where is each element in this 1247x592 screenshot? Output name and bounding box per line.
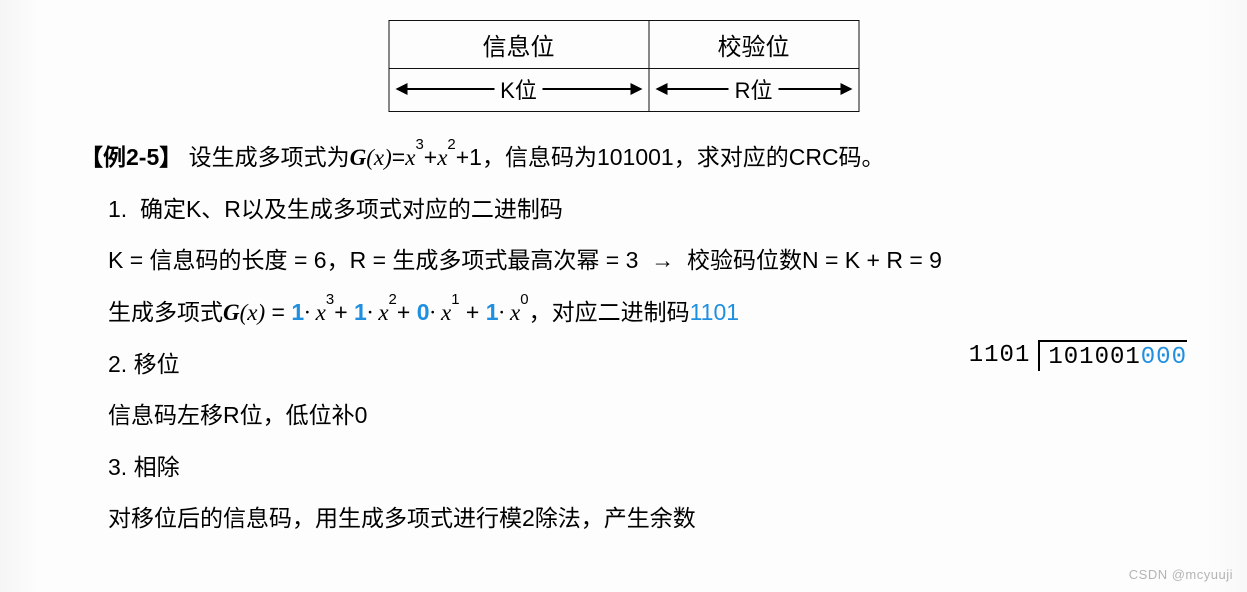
g-plus1: + — [424, 144, 437, 170]
step1-title-line: 1. 确定K、R以及生成多项式对应的二进制码 — [80, 192, 1187, 228]
poly-s2: 2 — [389, 291, 397, 308]
arrow-head-right-icon — [630, 83, 642, 95]
arrow-line — [407, 88, 494, 90]
fade-left — [0, 0, 40, 592]
g-arg: (x) — [366, 145, 392, 170]
arrow-right-icon: → — [651, 247, 674, 273]
example-text-prefix: 设生成多项式为 — [189, 144, 350, 170]
dividend-main: 101001 — [1048, 344, 1140, 371]
g-sup1: 3 — [415, 136, 423, 153]
fade-right — [1207, 0, 1247, 592]
g-equals: = — [392, 144, 405, 170]
table-header-row: 信息位 校验位 — [389, 21, 859, 69]
table-arrow-row: K位 R位 — [389, 69, 859, 112]
step1-calc-line: K = 信息码的长度 = 6，R = 生成多项式最高次幂 = 3 → 校验码位数… — [80, 243, 1187, 279]
arrow-head-left-icon — [395, 83, 407, 95]
n-value: 9 — [929, 247, 942, 273]
arrow-head-right-icon — [840, 83, 852, 95]
step2-title: 移位 — [134, 351, 180, 377]
poly-s0: 0 — [520, 291, 528, 308]
dividend-box: 101001000 — [1038, 340, 1187, 371]
r-value: 3 — [626, 247, 639, 273]
dividend-padding: 000 — [1141, 344, 1187, 371]
coef0: 1 — [486, 299, 499, 325]
step2-num: 2. — [108, 351, 127, 377]
poly-p3: + — [460, 299, 486, 325]
step3-num: 3. — [108, 454, 127, 480]
page-root: 信息位 校验位 K位 R位 — [0, 0, 1247, 592]
step1-calc-mid1: ，R = 生成多项式最高次幂 = — [327, 247, 626, 273]
coef3: 1 — [291, 299, 304, 325]
g-sup2: 2 — [447, 136, 455, 153]
g-term1: x — [405, 145, 415, 170]
poly-p1: + — [334, 299, 354, 325]
poly-prefix: 生成多项式 — [108, 299, 223, 325]
step3-desc: 对移位后的信息码，用生成多项式进行模2除法，产生余数 — [108, 505, 696, 531]
info-code: 101001 — [597, 144, 674, 170]
arrow-line — [543, 88, 630, 90]
info-bits-arrow-cell: K位 — [389, 69, 649, 112]
step2-desc: 信息码左移R位，低位补0 — [108, 402, 367, 428]
poly-arg: (x) — [240, 300, 266, 325]
step3-title: 相除 — [134, 454, 180, 480]
arrow-head-left-icon — [655, 83, 667, 95]
poly-x1: · x — [429, 300, 451, 325]
k-value: 6 — [314, 247, 327, 273]
poly-x2: · x — [367, 300, 389, 325]
example-text-mid: ，信息码为 — [482, 144, 597, 170]
poly-s3: 3 — [326, 291, 334, 308]
divisor: 1101 — [969, 340, 1039, 369]
k-bits-arrow: K位 — [395, 73, 642, 105]
r-bits-label: R位 — [729, 73, 779, 105]
poly-s1: 1 — [451, 291, 459, 308]
info-bits-header: 信息位 — [389, 21, 649, 69]
step1-calc-prefix: K = 信息码的长度 = — [108, 247, 314, 273]
step1-calc-mid2: 校验码位数N = K + R = — [687, 247, 929, 273]
k-bits-label: K位 — [494, 73, 543, 105]
bits-table: 信息位 校验位 K位 R位 — [388, 20, 859, 112]
g-plus2: + — [456, 144, 469, 170]
check-bits-arrow-cell: R位 — [649, 69, 859, 112]
r-bits-arrow: R位 — [655, 73, 852, 105]
example-label-close: 】 — [159, 144, 182, 170]
poly-eq: = — [265, 299, 291, 325]
poly-p2: + — [397, 299, 417, 325]
g-symbol: G — [350, 145, 367, 170]
coef2: 1 — [354, 299, 367, 325]
example-label-num: 2-5 — [126, 144, 159, 170]
g-term2: x — [437, 145, 447, 170]
example-label: 【例2-5】 — [80, 144, 182, 170]
step2-desc-line: 信息码左移R位，低位补0 — [80, 398, 1187, 434]
check-bits-header: 校验位 — [649, 21, 859, 69]
step1-num: 1. — [108, 196, 127, 222]
arrow-line — [667, 88, 729, 90]
poly-line: 生成多项式G(x) = 1· x3+ 1· x2+ 0· x1 + 1· x0，… — [80, 295, 1187, 331]
poly-G: G — [223, 300, 240, 325]
step3-desc-line: 对移位后的信息码，用生成多项式进行模2除法，产生余数 — [80, 501, 1187, 537]
watermark: CSDN @mcyuuji — [1129, 567, 1233, 582]
step3-title-line: 3. 相除 — [80, 450, 1187, 486]
poly-x3: · x — [304, 300, 326, 325]
example-text-end: ，求对应的CRC码。 — [674, 144, 885, 170]
poly-bin: 1101 — [690, 299, 739, 325]
arrow-line — [778, 88, 840, 90]
poly-x0: · x — [499, 300, 521, 325]
long-division: 1101 101001000 — [969, 340, 1187, 371]
coef1: 0 — [417, 299, 430, 325]
poly-suffix: ，对应二进制码 — [529, 299, 690, 325]
example-statement: 【例2-5】 设生成多项式为G(x)=x3+x2+1，信息码为101001，求对… — [80, 140, 1187, 176]
step1-title: 确定K、R以及生成多项式对应的二进制码 — [140, 196, 563, 222]
g-const: 1 — [469, 144, 482, 170]
example-label-open: 【例 — [80, 144, 126, 170]
